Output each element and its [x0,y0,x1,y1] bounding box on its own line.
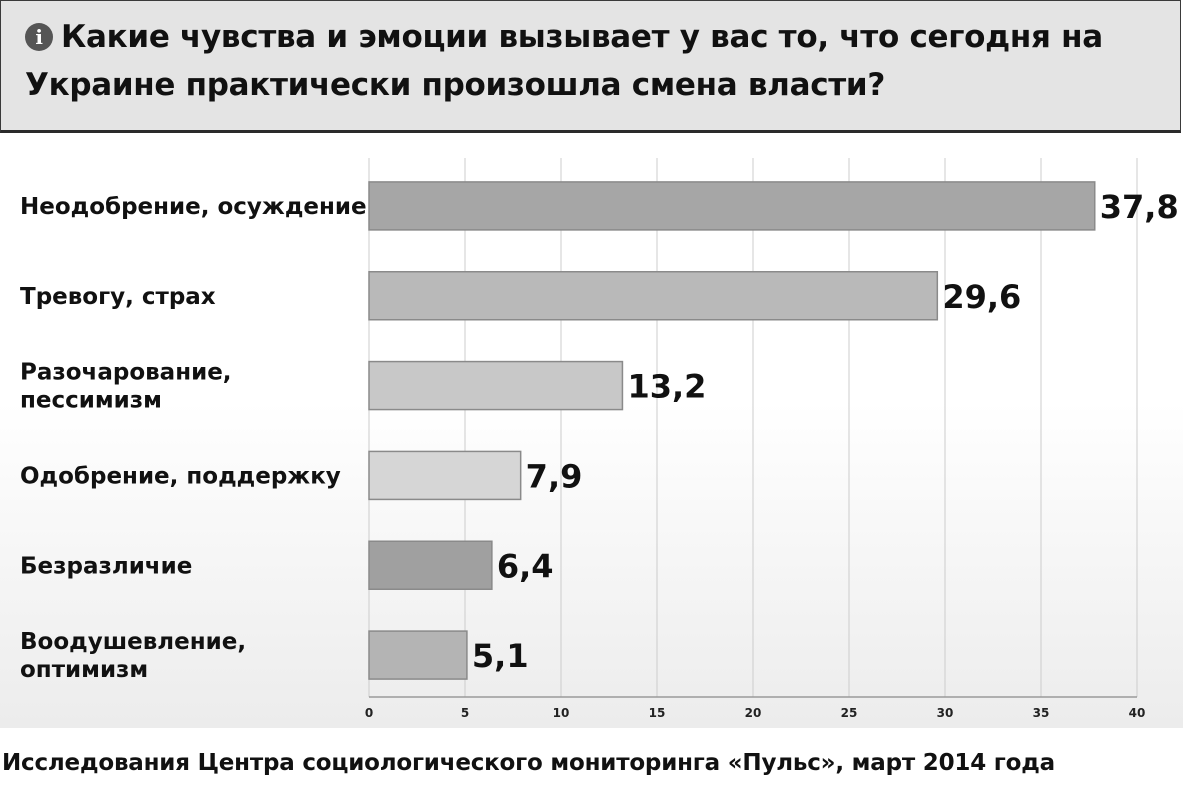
bar [368,450,522,501]
chart-area: 0 5 10 15 20 25 30 35 40 37,8 Неодобрение, осужден… [0,136,1183,728]
bar [368,540,493,590]
category-label: Тревогу, страх [20,284,216,310]
data-label: 37,8 [1100,188,1179,226]
x-tick-label: 30 [937,706,954,720]
category-label: пессимизм [20,388,162,414]
x-tick-label: 0 [365,706,373,720]
x-tick-label: 40 [1129,706,1146,720]
x-tick-label: 20 [745,706,762,720]
title-text: Какие чувства и эмоции вызывает у вас то… [25,19,1103,103]
data-label: 5,1 [472,637,529,675]
footer: Исследования Центра социологического мон… [0,728,1183,811]
x-tick-label: 10 [553,706,570,720]
x-tick-label: 5 [461,706,469,720]
bar [368,271,939,321]
x-tick-label: 35 [1033,706,1050,720]
data-label: 7,9 [526,457,583,495]
bar [368,630,468,680]
category-label: оптимизм [20,657,148,683]
category-label: Безразличие [20,553,192,579]
bar [368,360,624,411]
data-label: 6,4 [497,547,554,585]
info-icon: i [25,23,53,51]
category-label: Воодушевление, [20,629,246,655]
category-label: Неодобрение, осуждение [20,194,367,220]
x-tick-label: 25 [841,706,858,720]
header-panel: i Какие чувства и эмоции вызывает у вас т… [0,0,1181,133]
data-label: 13,2 [627,368,706,406]
source-caption: Исследования Центра социологического мон… [2,750,1055,776]
category-label: Одобрение, поддержку [20,463,341,489]
page-title: i Какие чувства и эмоции вызывает у вас т… [25,13,1165,109]
x-tick-label: 15 [649,706,666,720]
bar [368,181,1096,231]
data-label: 29,6 [942,278,1021,316]
bar-chart: 0 5 10 15 20 25 30 35 40 37,8 Неодобрение, осужден… [20,158,1179,720]
category-label: Разочарование, [20,360,232,386]
